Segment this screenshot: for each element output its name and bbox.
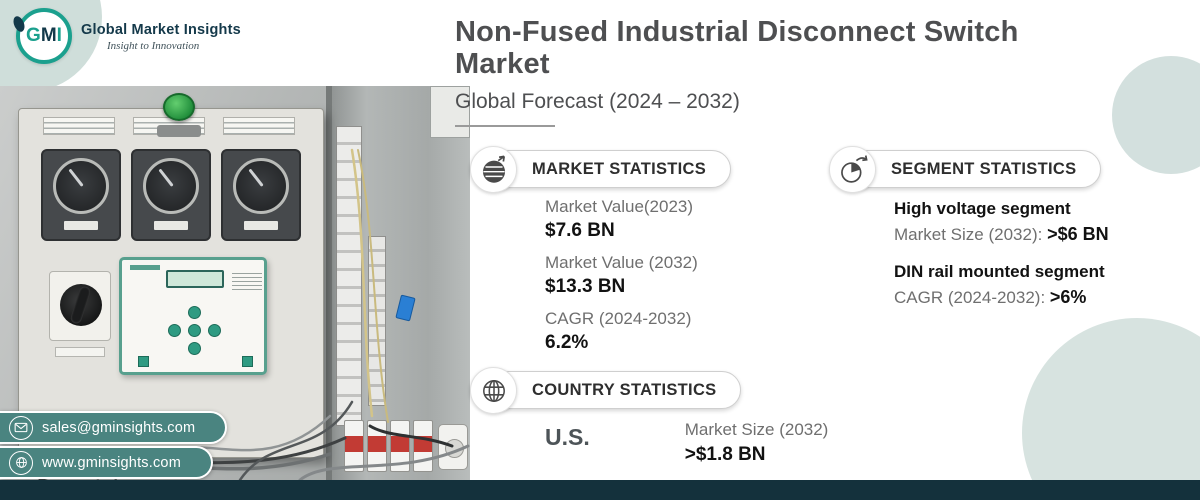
segment-label: CAGR (2024-2032):: [894, 288, 1050, 307]
bottom-bar: [0, 480, 1200, 500]
stat-value: $13.3 BN: [545, 276, 626, 297]
segment-item: DIN rail mounted segment CAGR (2024-2032…: [894, 262, 1109, 308]
button-base: [157, 125, 201, 137]
relay-button: [188, 342, 201, 355]
relay-button: [168, 324, 181, 337]
label-plate: [223, 117, 295, 135]
segment-statistics-heading: SEGMENT STATISTICS: [891, 159, 1077, 178]
contact-website-text: www.gminsights.com: [42, 454, 181, 471]
pie-trend-icon: [829, 146, 876, 193]
contact-website-link[interactable]: www.gminsights.com: [0, 446, 213, 479]
panel-meter: [221, 149, 301, 241]
headline-section: Non-Fused Industrial Disconnect Switch M…: [455, 16, 1110, 127]
relay-text-lines: [232, 270, 262, 292]
country-statistics-block: U.S. Market Size (2032) >$1.8 BN: [545, 420, 828, 466]
logo-letter: G: [26, 25, 41, 46]
meter-dial: [233, 158, 289, 214]
country-stat: Market Size (2032) >$1.8 BN: [685, 420, 829, 466]
stat-label: CAGR (2024-2032): [545, 309, 692, 328]
cabinet-label-card: [430, 86, 470, 138]
decorative-circle-bottom-right: [1022, 318, 1200, 500]
market-statistics-badge: MARKET STATISTICS: [470, 146, 732, 193]
relay-brand-stripe: [130, 265, 160, 270]
relay-button: [138, 356, 149, 367]
logo-letter: M: [40, 25, 57, 46]
segment-line: Market Size (2032): >$6 BN: [894, 224, 1109, 245]
relay-button: [188, 306, 201, 319]
relay-screen: [166, 270, 224, 288]
rotary-label: [55, 347, 105, 357]
segment-title: DIN rail mounted segment: [894, 262, 1105, 281]
page-title: Non-Fused Industrial Disconnect Switch M…: [455, 16, 1019, 81]
segment-line: CAGR (2024-2032): >6%: [894, 287, 1109, 308]
rotary-disconnect-switch: [49, 271, 111, 341]
stat-label: Market Value (2032): [545, 253, 698, 272]
country-statistics-heading: COUNTRY STATISTICS: [532, 380, 717, 399]
segment-title: High voltage segment: [894, 199, 1071, 218]
website-globe-icon: [9, 450, 33, 475]
brand-tagline: Insight to Innovation: [107, 40, 200, 52]
stat-item: CAGR (2024-2032) 6.2%: [545, 309, 698, 354]
segment-statistics-badge: SEGMENT STATISTICS: [829, 146, 1102, 193]
country-name: U.S.: [545, 424, 590, 450]
market-statistics-list: Market Value(2023) $7.6 BN Market Value …: [545, 197, 698, 365]
panel-meter: [41, 149, 121, 241]
subtitle-underline: [455, 124, 555, 127]
globe-icon: [470, 367, 517, 414]
contact-email-link[interactable]: sales@gminsights.com: [0, 411, 228, 444]
brand-text: Global Market Insights Insight to Innova…: [81, 8, 241, 52]
label-plate: [43, 117, 115, 135]
relay-button: [188, 324, 201, 337]
green-push-button: [163, 93, 195, 121]
meter-tag: [244, 221, 278, 230]
meter-dial: [53, 158, 109, 214]
country-statistics-badge: COUNTRY STATISTICS: [470, 367, 742, 414]
logo-letter: I: [56, 25, 62, 46]
meter-tag: [154, 221, 188, 230]
protection-relay-device: [119, 257, 267, 375]
segment-item: High voltage segment Market Size (2032):…: [894, 199, 1109, 245]
meter-dial: [143, 158, 199, 214]
striped-globe-icon: [470, 146, 517, 193]
relay-button: [242, 356, 253, 367]
electrical-panel-photo: [0, 86, 470, 480]
panel-meter: [131, 149, 211, 241]
contact-email-text: sales@gminsights.com: [42, 419, 196, 436]
segment-value: >6%: [1049, 287, 1087, 307]
stat-label: Market Size (2032): [684, 420, 829, 439]
decorative-circle-right: [1112, 56, 1200, 174]
segment-statistics-list: High voltage segment Market Size (2032):…: [894, 199, 1109, 325]
breaker-module: [344, 420, 364, 472]
stat-value: $7.6 BN: [545, 220, 615, 241]
stat-item: Market Value (2032) $13.3 BN: [545, 253, 698, 298]
segment-value: >$6 BN: [1047, 224, 1109, 244]
rotary-knob: [60, 284, 102, 326]
brand-name: Global Market Insights: [81, 22, 241, 38]
envelope-icon: [9, 415, 33, 440]
breaker-module: [367, 420, 387, 472]
stat-item: Market Value(2023) $7.6 BN: [545, 197, 698, 242]
stat-value: >$1.8 BN: [684, 444, 766, 465]
relay-button: [208, 324, 221, 337]
market-statistics-heading: MARKET STATISTICS: [532, 159, 707, 178]
stat-label: Market Value(2023): [545, 197, 694, 216]
meter-tag: [64, 221, 98, 230]
stat-value: 6.2%: [545, 332, 589, 353]
cabinet-divider: [326, 86, 332, 480]
page-subtitle: Global Forecast (2024 – 2032): [455, 89, 740, 113]
segment-label: Market Size (2032):: [894, 225, 1048, 244]
panel-face: [18, 93, 324, 458]
